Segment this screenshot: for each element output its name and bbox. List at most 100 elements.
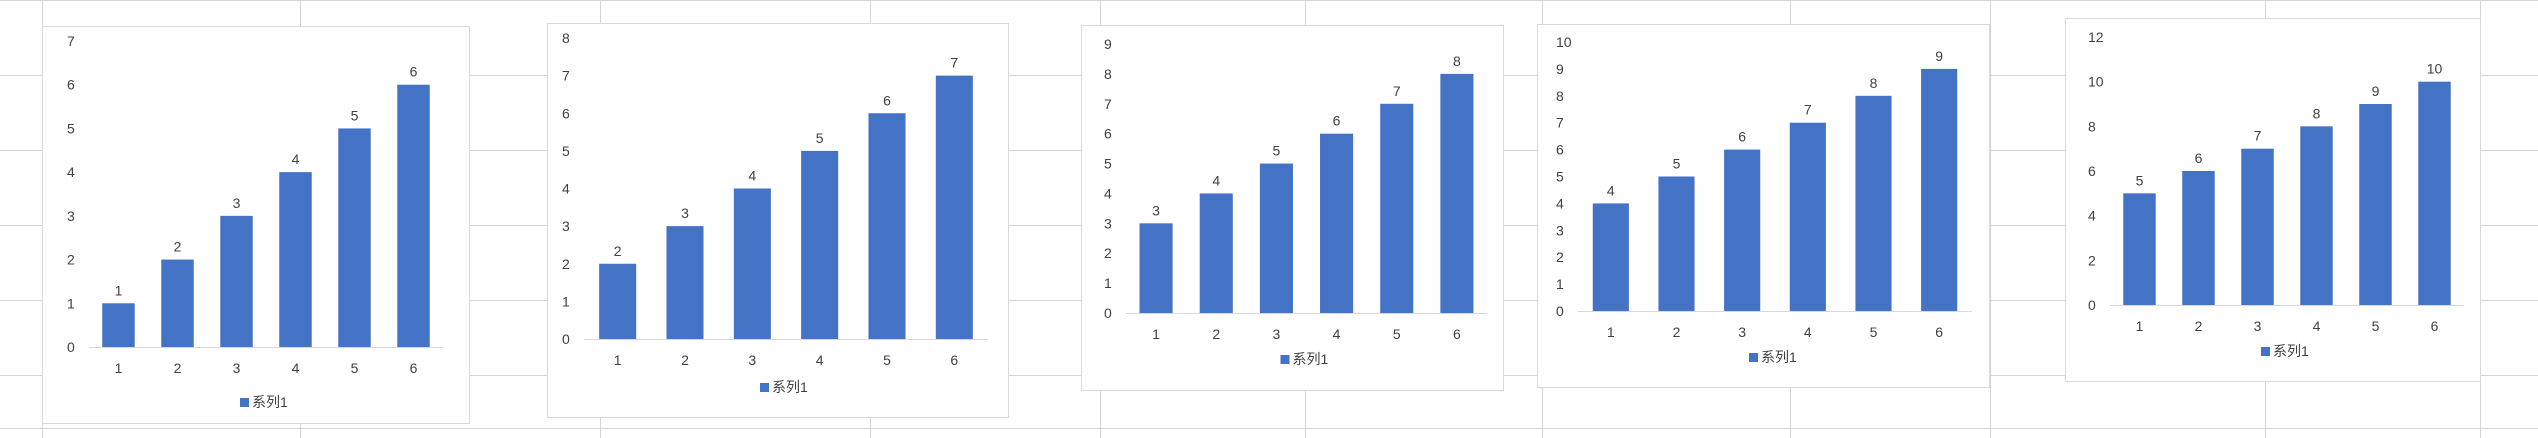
x-tick-label: 4 xyxy=(292,360,300,376)
legend-swatch xyxy=(1280,355,1290,364)
y-tick-label: 1 xyxy=(1556,276,1564,292)
x-tick-label: 3 xyxy=(748,352,756,368)
y-tick-label: 0 xyxy=(1556,303,1564,319)
y-tick-label: 0 xyxy=(2088,297,2096,313)
bar xyxy=(935,75,973,339)
y-tick-label: 1 xyxy=(67,295,75,311)
data-label: 5 xyxy=(816,130,824,146)
y-tick-label: 6 xyxy=(67,77,75,93)
data-label: 5 xyxy=(351,107,359,123)
y-tick-label: 5 xyxy=(562,143,570,159)
bar xyxy=(338,128,371,347)
legend-swatch xyxy=(1749,353,1758,362)
y-tick-label: 6 xyxy=(562,105,570,121)
x-tick-label: 4 xyxy=(1333,326,1341,342)
chart-4[interactable]: 0 1 2 3 4 5 6 7 8 9 10 4 1 5 2 6 3 7 4 8 5 9 6 系列1 xyxy=(1537,24,1990,388)
x-tick-label: 3 xyxy=(1273,326,1281,342)
y-tick-label: 1 xyxy=(562,293,570,309)
y-tick-label: 5 xyxy=(1104,156,1112,172)
bar xyxy=(220,215,253,347)
y-tick-label: 10 xyxy=(2088,74,2104,90)
y-tick-label: 2 xyxy=(1556,249,1564,265)
chart-2[interactable]: 0 1 2 3 4 5 6 7 8 2 1 3 2 4 3 5 4 6 5 7 6 系列1 xyxy=(547,23,1009,418)
chart-5-plot: 0 2 4 6 8 10 12 5 1 6 2 7 3 8 4 9 5 10 6 系列1 xyxy=(2088,29,2464,359)
x-tick-label: 2 xyxy=(681,352,689,368)
data-label: 10 xyxy=(2427,61,2443,77)
y-tick-label: 7 xyxy=(67,33,75,49)
bar xyxy=(1789,122,1826,311)
bar xyxy=(279,172,312,347)
y-tick-label: 4 xyxy=(562,181,570,197)
data-label: 8 xyxy=(1870,75,1878,91)
data-label: 8 xyxy=(1453,53,1461,69)
data-label: 3 xyxy=(681,205,689,221)
data-label: 9 xyxy=(2372,83,2380,99)
y-tick-label: 6 xyxy=(1104,126,1112,142)
bar xyxy=(1320,133,1354,313)
y-tick-label: 1 xyxy=(1104,275,1112,291)
data-label: 7 xyxy=(950,55,958,71)
data-label: 8 xyxy=(2313,105,2321,121)
bar xyxy=(2182,171,2215,305)
data-label: 7 xyxy=(2254,128,2262,144)
bar xyxy=(1259,163,1293,313)
x-tick-label: 2 xyxy=(174,360,182,376)
data-label: 3 xyxy=(1152,202,1160,218)
y-tick-label: 0 xyxy=(562,331,570,347)
y-tick-label: 10 xyxy=(1556,34,1572,50)
bar xyxy=(733,188,771,339)
y-tick-label: 9 xyxy=(1104,36,1112,52)
data-label: 6 xyxy=(883,92,891,108)
data-label: 2 xyxy=(614,243,622,259)
data-label: 6 xyxy=(410,64,418,80)
data-label: 3 xyxy=(233,195,241,211)
x-tick-label: 5 xyxy=(1870,324,1878,340)
bar xyxy=(801,150,839,339)
y-tick-label: 4 xyxy=(1556,195,1564,211)
y-tick-label: 7 xyxy=(1104,96,1112,112)
chart-5[interactable]: 0 2 4 6 8 10 12 5 1 6 2 7 3 8 4 9 5 10 6 系列1 xyxy=(2065,18,2481,382)
legend-swatch xyxy=(2261,347,2270,356)
x-tick-label: 5 xyxy=(1393,326,1401,342)
y-tick-label: 8 xyxy=(1556,88,1564,104)
legend-label: 系列1 xyxy=(2273,343,2309,359)
x-tick-label: 1 xyxy=(2136,318,2144,334)
bar xyxy=(2300,126,2333,305)
x-tick-label: 3 xyxy=(1738,324,1746,340)
chart-1-plot: 0 1 2 3 4 5 6 7 1 1 2 2 3 3 4 4 5 5 6 6 系列1 xyxy=(67,33,443,410)
bar xyxy=(1658,176,1695,311)
y-tick-label: 4 xyxy=(2088,208,2096,224)
x-tick-label: 6 xyxy=(950,352,958,368)
y-tick-label: 12 xyxy=(2088,29,2104,45)
bar xyxy=(1592,203,1629,311)
x-tick-label: 6 xyxy=(1453,326,1461,342)
legend-swatch xyxy=(240,398,249,407)
data-label: 4 xyxy=(292,151,300,167)
bar xyxy=(2123,193,2156,305)
bar xyxy=(1440,73,1474,313)
chart-4-plot: 0 1 2 3 4 5 6 7 8 9 10 4 1 5 2 6 3 7 4 8 5 9 6 系列1 xyxy=(1556,34,1972,365)
bar xyxy=(102,303,135,347)
y-tick-label: 5 xyxy=(1556,169,1564,185)
data-label: 5 xyxy=(1273,143,1281,159)
bar xyxy=(868,113,906,339)
y-tick-label: 2 xyxy=(562,256,570,272)
legend-label: 系列1 xyxy=(1293,351,1329,367)
data-label: 5 xyxy=(1673,156,1681,172)
x-tick-label: 4 xyxy=(1804,324,1812,340)
data-label: 5 xyxy=(2136,172,2144,188)
x-tick-label: 4 xyxy=(2313,318,2321,334)
chart-3[interactable]: 0 1 2 3 4 5 6 7 8 9 3 1 4 2 5 3 6 4 7 5 8 6 系列1 xyxy=(1081,25,1504,391)
x-tick-label: 4 xyxy=(816,352,824,368)
chart-1[interactable]: 0 1 2 3 4 5 6 7 1 1 2 2 3 3 4 4 5 5 6 6 系列1 xyxy=(42,26,470,424)
x-tick-label: 6 xyxy=(2431,318,2439,334)
x-tick-label: 1 xyxy=(614,352,622,368)
x-tick-label: 1 xyxy=(1152,326,1160,342)
y-tick-label: 7 xyxy=(1556,115,1564,131)
y-tick-label: 9 xyxy=(1556,61,1564,77)
chart-2-plot: 0 1 2 3 4 5 6 7 8 2 1 3 2 4 3 5 4 6 5 7 6 系列1 xyxy=(562,30,988,395)
bar xyxy=(161,259,194,347)
chart-3-plot: 0 1 2 3 4 5 6 7 8 9 3 1 4 2 5 3 6 4 7 5 8 6 系列1 xyxy=(1104,36,1487,367)
y-tick-label: 8 xyxy=(562,30,570,46)
y-tick-label: 6 xyxy=(1556,142,1564,158)
